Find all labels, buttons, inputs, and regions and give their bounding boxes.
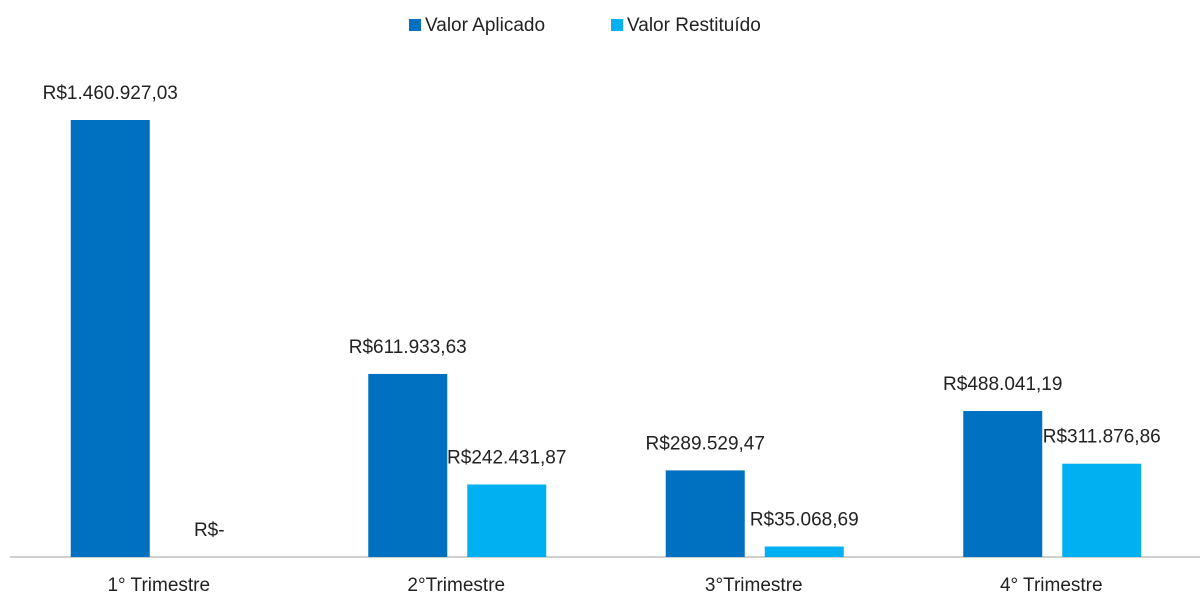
data-label: R$1.460.927,03 [43,83,178,104]
data-label: R$611.933,63 [349,337,467,358]
data-label: R$311.876,86 [1043,427,1161,448]
x-tick-label: 4° Trimestre [1000,575,1103,596]
legend-label: Valor Restituído [627,15,761,36]
bar [963,411,1043,557]
bar [467,484,547,557]
x-tick-label: 2°Trimestre [407,575,505,596]
data-label: R$289.529,47 [646,433,765,454]
x-tick-label: 1° Trimestre [107,575,210,596]
bar [764,546,844,557]
data-label: R$488.041,19 [943,374,1062,395]
legend-label: Valor Aplicado [425,15,545,36]
data-label: R$- [194,520,225,541]
bar [368,373,448,557]
bar [1062,463,1142,557]
x-tick-label: 3°Trimestre [705,575,803,596]
legend-swatch [611,19,623,31]
bar [665,470,745,557]
bar [70,120,150,557]
data-label: R$242.431,87 [447,447,566,468]
legend-swatch [409,19,421,31]
data-label: R$35.068,69 [750,510,859,531]
